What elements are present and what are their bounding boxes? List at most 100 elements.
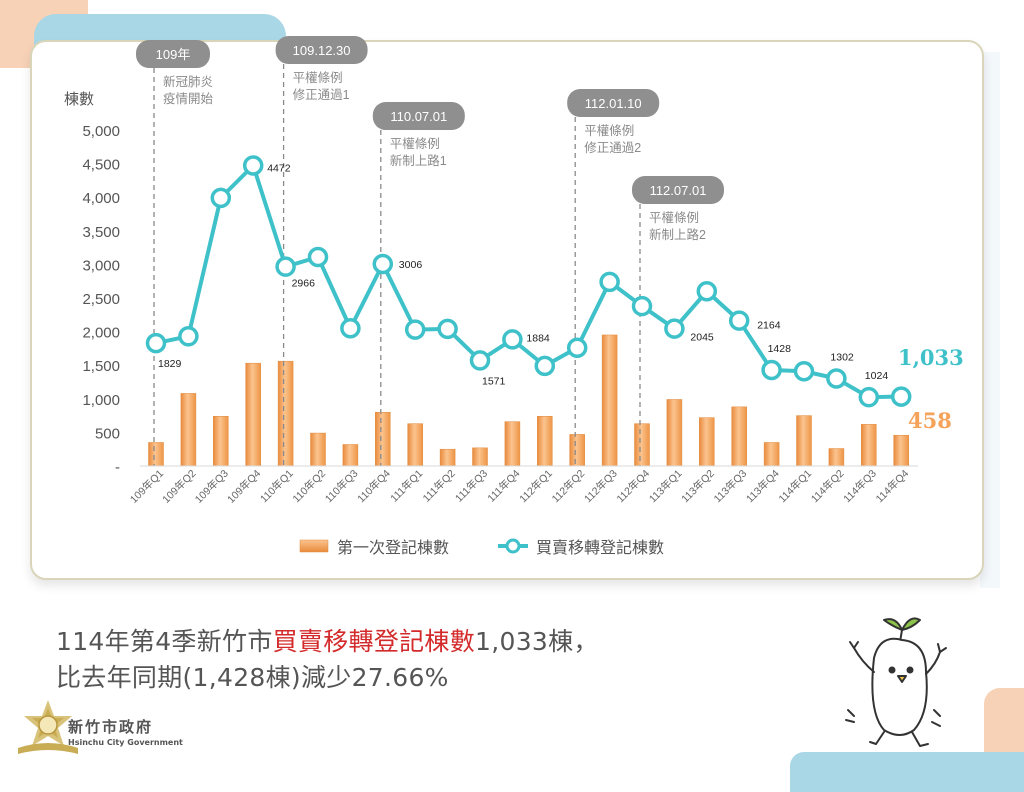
y-tick-label: - (115, 459, 120, 476)
bar (731, 406, 747, 467)
line-point (534, 355, 556, 377)
bar (537, 416, 553, 467)
event-date-badge (632, 176, 724, 204)
x-tick-label: 109年Q4 (224, 467, 263, 506)
y-tick-label: 2,000 (82, 325, 120, 342)
data-label: 1884 (526, 332, 550, 344)
bar (180, 393, 197, 467)
corner-decoration-blue-bottom (790, 752, 1024, 792)
x-tick-label: 112年Q1 (517, 467, 555, 505)
bar (634, 423, 650, 467)
line-point (502, 329, 523, 350)
y-tick-label: 4,500 (82, 157, 120, 174)
x-tick-label: 114年Q2 (808, 467, 846, 505)
line-point (242, 155, 264, 176)
x-tick-label: 110年Q2 (290, 467, 328, 505)
event-date-label: 109.12.30 (293, 43, 351, 58)
x-tick-label: 114年Q4 (873, 467, 911, 505)
x-tick-label: 113年Q3 (711, 467, 749, 505)
line-point (793, 360, 815, 382)
event-description: 疫情開始 (163, 91, 214, 106)
logo-name-chinese: 新竹市政府 (68, 718, 154, 736)
event-date-badge (275, 36, 368, 64)
chart: 109年新冠肺炎疫情開始109.12.30平權條例修正通過1110.07.01平… (64, 36, 964, 557)
x-tick-label: 112年Q4 (614, 467, 652, 505)
legend-bar-swatch (299, 539, 329, 553)
x-tick-label: 114年Q1 (776, 467, 814, 505)
bar (666, 399, 683, 467)
event-description: 新制上路2 (649, 227, 706, 242)
line-point (696, 281, 718, 302)
event-date-badge (136, 40, 210, 68)
bar (699, 417, 715, 467)
bar (569, 434, 585, 467)
data-label: 4472 (267, 162, 291, 174)
bar (861, 424, 877, 467)
data-label: 2966 (292, 278, 316, 290)
line-point (469, 350, 491, 371)
event-description: 新冠肺炎 (163, 74, 213, 89)
logo-name-english: Hsinchu City Government (68, 738, 183, 747)
line-point (372, 253, 394, 275)
event-date-badge (567, 89, 660, 117)
bar (213, 416, 229, 467)
legend-line-label: 買賣移轉登記棟數 (536, 539, 664, 557)
bar (472, 447, 488, 467)
y-tick-label: 2,500 (82, 291, 120, 308)
event-date-label: 109年 (156, 47, 191, 62)
line-point (858, 386, 880, 408)
background-panel (980, 52, 1000, 588)
bar (277, 360, 294, 467)
x-tick-label: 111年Q1 (388, 467, 426, 505)
bar (796, 415, 812, 467)
line-point (307, 246, 329, 268)
line-point (566, 337, 588, 358)
legend-bar-label: 第一次登記棟數 (337, 539, 449, 557)
event-description: 平權條例 (584, 124, 634, 138)
line-point (210, 187, 232, 209)
bar (601, 334, 618, 467)
x-tick-label: 114年Q3 (841, 467, 879, 505)
summary-suffix: 1,033棟， (475, 627, 599, 656)
line-series (155, 163, 902, 400)
summary-line-1: 114年第4季新竹市買賣移轉登記棟數1,033棟， (56, 622, 599, 658)
y-tick-label: 5,000 (82, 123, 120, 140)
bar (407, 423, 423, 467)
line-point (145, 332, 167, 354)
bar (148, 442, 164, 467)
line-point (404, 319, 426, 340)
x-tick-label: 113年Q4 (743, 467, 781, 505)
summary-highlight: 買賣移轉登記棟數 (272, 627, 476, 656)
line-point (340, 317, 361, 339)
data-label: 1302 (830, 352, 854, 364)
line-point (826, 368, 847, 389)
mascot-illustration (845, 617, 947, 747)
y-axis-title: 棟數 (64, 91, 94, 108)
x-tick-label: 109年Q1 (127, 467, 166, 506)
x-tick-label: 109年Q3 (192, 467, 231, 506)
line-point (631, 295, 653, 317)
x-tick-label: 111年Q4 (485, 467, 523, 505)
end-label-bar: 458 (908, 408, 952, 433)
bar (504, 421, 521, 467)
event-description: 平權條例 (390, 137, 440, 151)
bar (310, 432, 326, 467)
legend-line-marker (505, 538, 521, 554)
line-point (890, 386, 912, 407)
event-description: 平權條例 (649, 211, 699, 225)
event-description: 修正通過2 (584, 140, 641, 155)
line-point (599, 271, 620, 293)
summary-line-2: 比去年同期(1,428棟)減少27.66% (56, 663, 449, 692)
y-tick-label: 3,000 (82, 257, 120, 274)
y-tick-label: 4,000 (82, 190, 120, 207)
bar (893, 434, 909, 467)
line-point (275, 256, 296, 277)
event-date-label: 112.01.10 (585, 96, 642, 111)
x-tick-label: 111年Q2 (420, 467, 458, 505)
data-label: 3006 (399, 259, 423, 271)
x-tick-label: 112年Q2 (549, 467, 587, 505)
x-tick-label: 113年Q1 (646, 467, 684, 505)
data-label: 2164 (757, 320, 781, 332)
line-point (761, 359, 782, 381)
y-tick-label: 500 (95, 425, 120, 442)
